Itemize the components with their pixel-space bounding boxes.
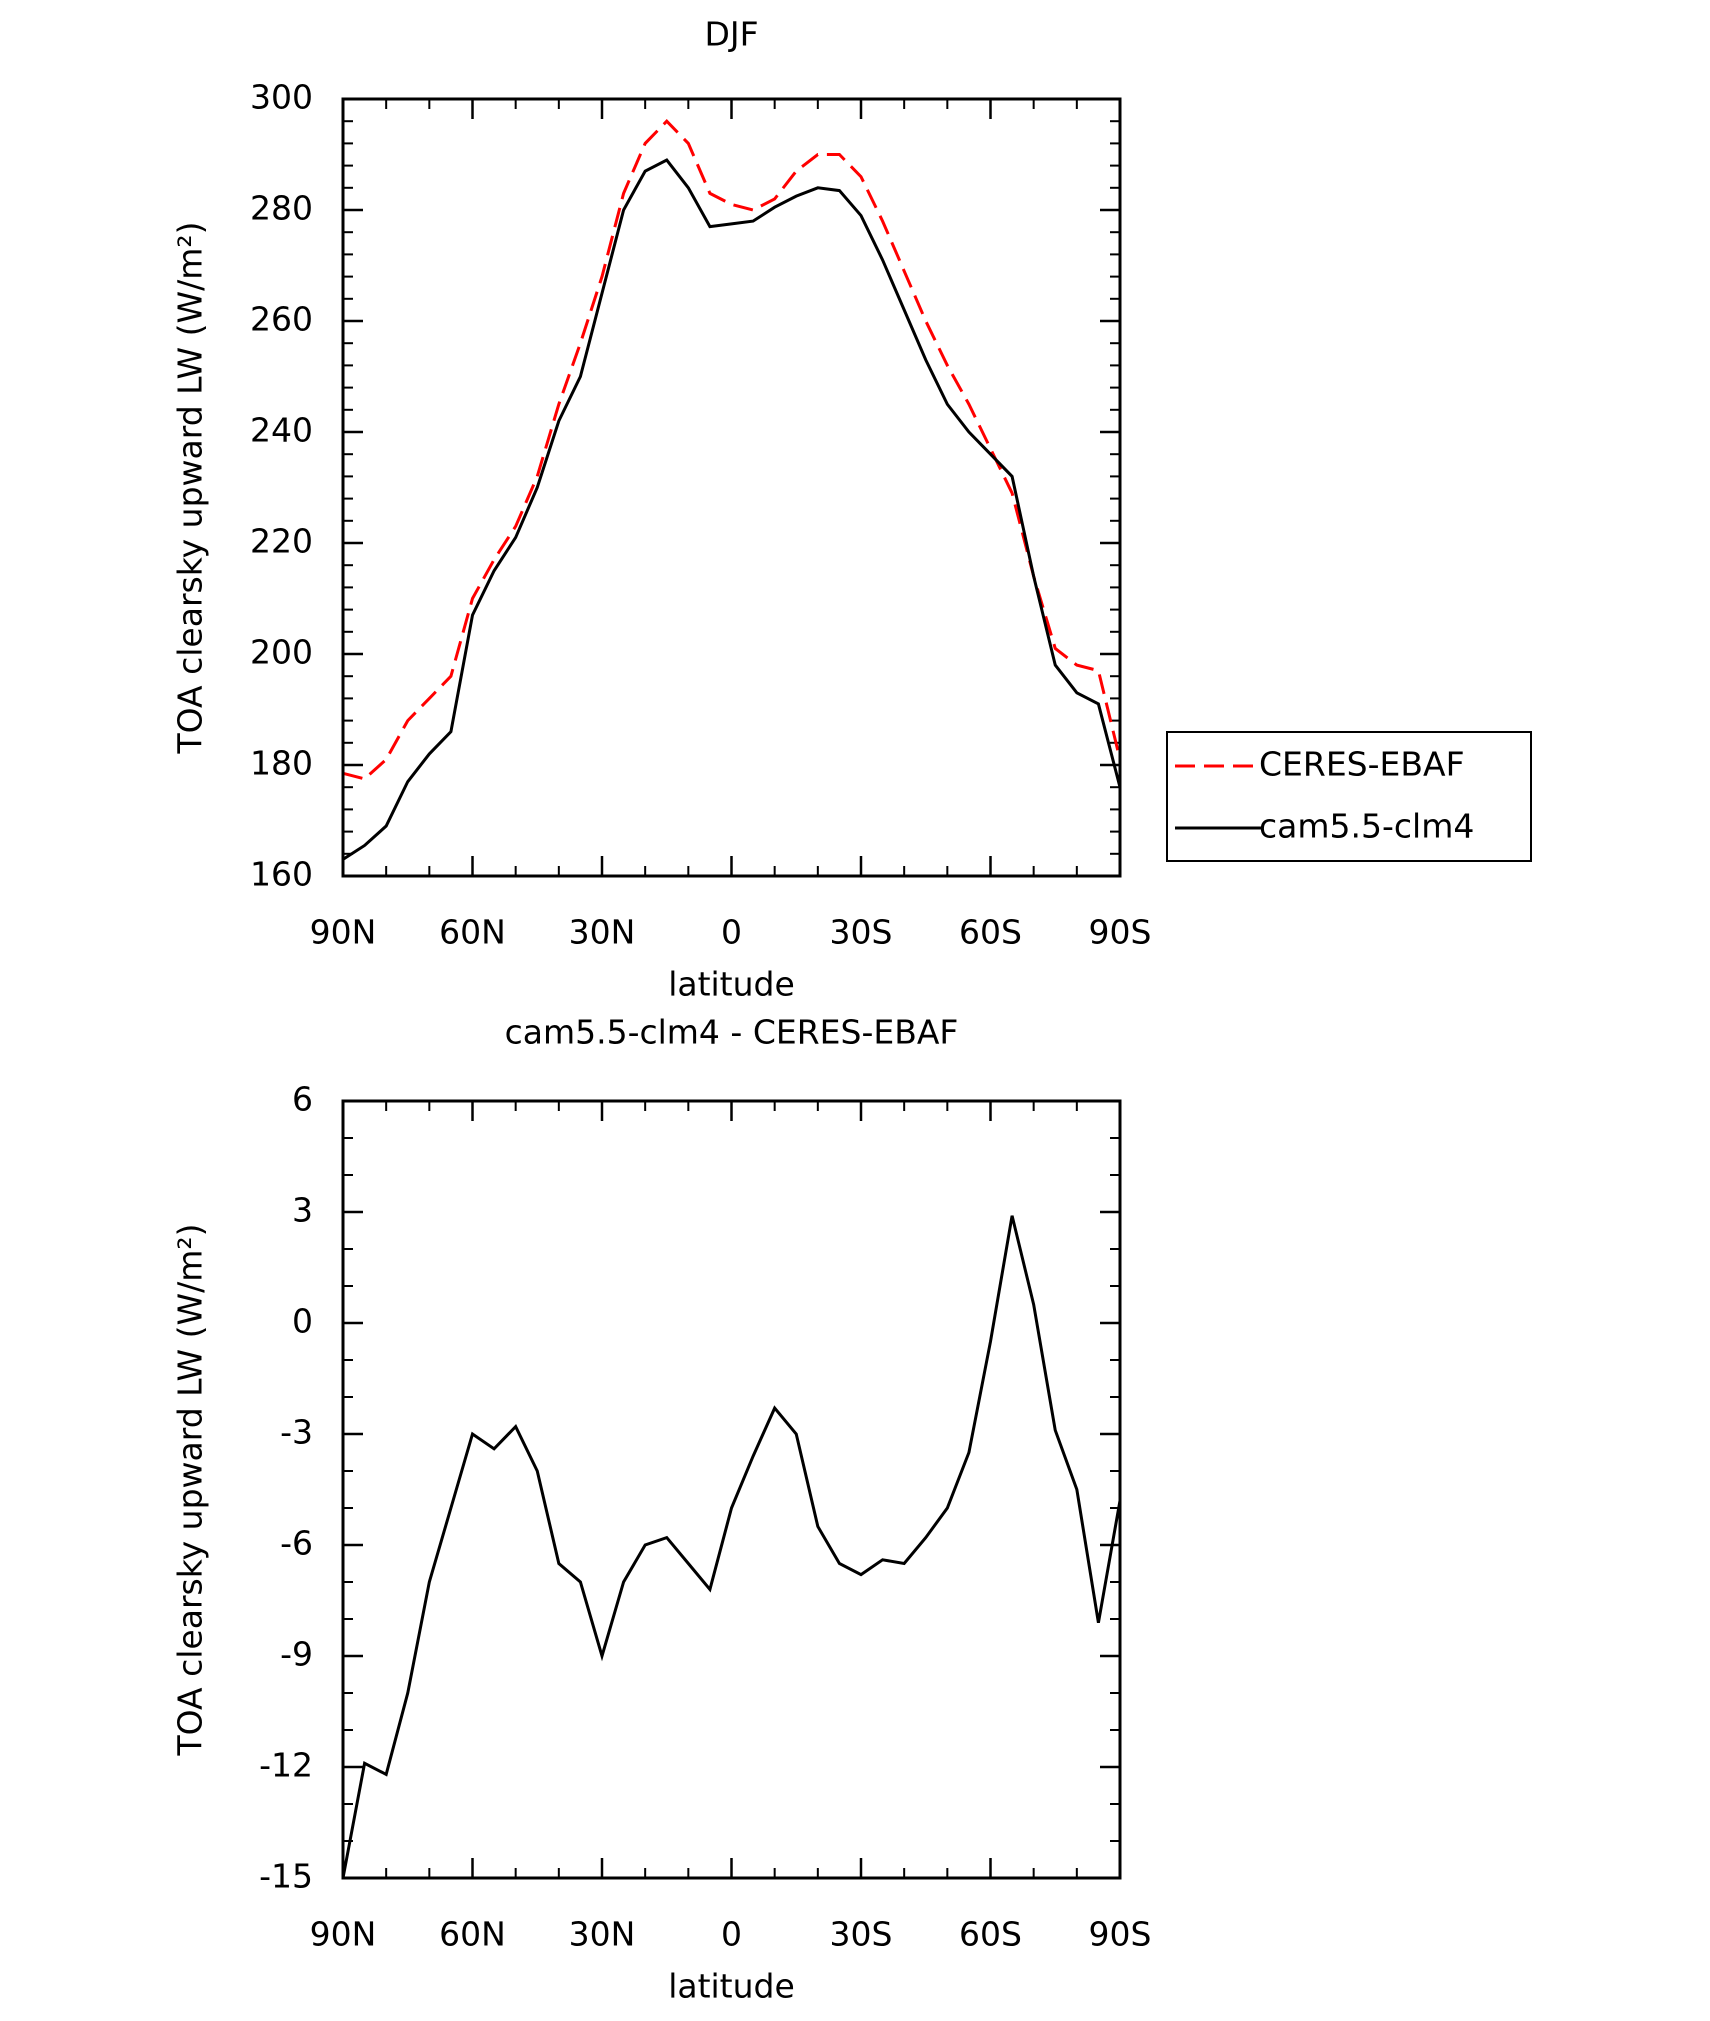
y-tick-label: -3 — [280, 1413, 313, 1452]
y-axis-label: TOA clearsky upward LW (W/m²) — [171, 1223, 210, 1756]
legend-label: CERES-EBAF — [1259, 745, 1465, 784]
data-line — [341, 1215, 1122, 1879]
chart-title: cam5.5-clm4 - CERES-EBAF — [505, 1013, 959, 1052]
x-tick-label: 60N — [439, 1915, 506, 1954]
y-tick-label: 220 — [250, 522, 313, 561]
x-tick-label: 30S — [830, 1915, 893, 1954]
legend-label: cam5.5-clm4 — [1259, 807, 1474, 846]
y-tick-label: -12 — [259, 1746, 313, 1785]
x-tick-label: 90S — [1089, 1915, 1152, 1954]
x-axis-label: latitude — [668, 965, 795, 1004]
y-tick-label: 3 — [292, 1191, 313, 1230]
x-tick-label: 0 — [721, 913, 742, 952]
x-tick-label: 30S — [830, 913, 893, 952]
y-tick-label: -6 — [280, 1524, 313, 1563]
y-tick-label: 200 — [250, 633, 313, 672]
y-tick-label: 300 — [250, 78, 313, 117]
data-line — [342, 119, 1122, 781]
y-tick-label: 6 — [292, 1080, 313, 1119]
x-tick-label: 90N — [310, 1915, 377, 1954]
y-tick-label: 280 — [250, 189, 313, 228]
y-tick-label: 260 — [250, 300, 313, 339]
x-axis-label: latitude — [668, 1967, 795, 2006]
x-tick-label: 60N — [439, 913, 506, 952]
x-tick-label: 30N — [569, 1915, 636, 1954]
y-tick-label: 180 — [250, 744, 313, 783]
y-axis-label: TOA clearsky upward LW (W/m²) — [171, 221, 210, 754]
data-line — [342, 158, 1122, 861]
chart-title: DJF — [704, 15, 758, 54]
x-tick-label: 90S — [1089, 913, 1152, 952]
x-tick-label: 90N — [310, 913, 377, 952]
x-tick-label: 60S — [959, 1915, 1022, 1954]
y-tick-label: 160 — [250, 855, 313, 894]
plot-frame — [341, 1099, 1122, 1880]
x-tick-label: 60S — [959, 913, 1022, 952]
x-tick-label: 30N — [569, 913, 636, 952]
legend-box — [1166, 731, 1532, 862]
y-tick-label: -15 — [259, 1857, 313, 1896]
plot-frame — [341, 97, 1122, 878]
y-tick-label: 240 — [250, 411, 313, 450]
y-tick-label: -9 — [280, 1635, 313, 1674]
x-tick-label: 0 — [721, 1915, 742, 1954]
y-tick-label: 0 — [292, 1302, 313, 1341]
